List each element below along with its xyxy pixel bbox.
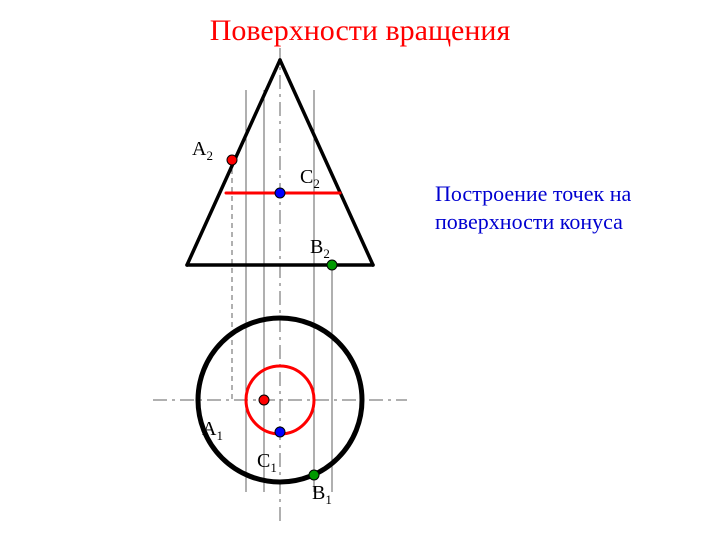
point-A1 [259, 395, 269, 405]
point-C1 [275, 427, 285, 437]
label-C2: C2 [300, 166, 320, 192]
label-A2: A2 [192, 138, 213, 164]
label-B1: B1 [312, 482, 332, 508]
diagram-stage: Поверхности вращения Построение точек на… [0, 0, 720, 540]
cone-front-right [280, 60, 373, 265]
label-A1: A1 [202, 418, 223, 444]
point-A2 [227, 155, 237, 165]
label-B2: B2 [310, 236, 330, 262]
label-C1: C1 [257, 450, 277, 476]
point-B1 [309, 470, 319, 480]
diagram-svg [0, 0, 720, 540]
point-C2 [275, 188, 285, 198]
